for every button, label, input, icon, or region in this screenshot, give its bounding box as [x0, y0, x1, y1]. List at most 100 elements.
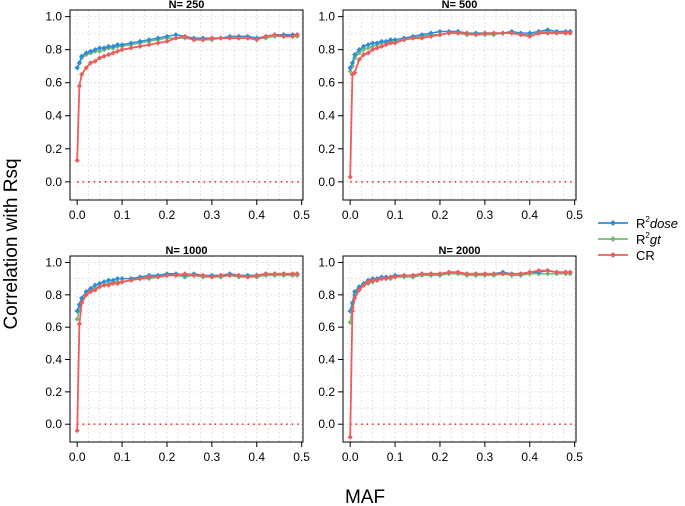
panel-frame: [342, 9, 577, 201]
y-tick-label: 0.2: [318, 385, 335, 399]
panel-frame: [69, 9, 304, 201]
data-point: [114, 280, 121, 287]
data-point: [349, 60, 356, 66]
data-point: [509, 30, 515, 36]
y-tick-label: 0.4: [45, 353, 62, 367]
data-point: [410, 272, 416, 279]
series-line: [349, 29, 571, 69]
data-point: [352, 55, 358, 61]
grid: [70, 256, 303, 442]
data-point: [437, 32, 443, 38]
data-point: [437, 271, 443, 277]
data-point: [74, 428, 80, 434]
data-point: [361, 43, 367, 49]
data-point: [76, 83, 83, 89]
data-point: [137, 38, 143, 44]
y-tick-label: 0.0: [45, 417, 62, 431]
data-point: [263, 271, 269, 277]
y-tick-label: 0.0: [318, 175, 335, 189]
data-point: [294, 271, 300, 277]
legend-swatch-marker: [610, 236, 616, 242]
y-tick-label: 0.8: [45, 43, 62, 57]
data-point: [164, 38, 170, 44]
data-point: [101, 53, 107, 59]
data-point: [281, 33, 287, 40]
x-tick-label: 0.4: [521, 208, 538, 222]
y-tick-label: 0.2: [45, 142, 62, 156]
data-point: [383, 38, 389, 44]
data-point: [387, 37, 394, 43]
data-point: [428, 30, 434, 36]
data-point: [446, 269, 452, 275]
data-point: [79, 71, 85, 78]
x-tick-label: 0.3: [477, 450, 494, 464]
data-point: [272, 271, 278, 277]
panel: N= 1000 0.0 0.1 0.2 0.3 0.4 0.5 0.0 0.2 0.4 0.6 0.8…: [45, 245, 310, 464]
x-tick-label: 0.3: [204, 208, 221, 222]
series-cr: [347, 30, 573, 180]
panels: N= 250 0.0 0.1 0.2 0.3 0.4 0.5 0.0 0.2 0.4 0.6 0.8 1…: [45, 0, 583, 464]
data-point: [401, 37, 407, 43]
data-point: [83, 65, 89, 71]
data-point: [83, 292, 89, 298]
data-point: [209, 35, 215, 41]
x-tick-label: 0.3: [204, 450, 221, 464]
data-point: [97, 55, 103, 61]
data-point: [119, 47, 125, 53]
data-point: [428, 271, 434, 277]
data-point: [128, 277, 134, 283]
x-tick-label: 0.0: [69, 208, 86, 222]
data-point: [290, 271, 296, 277]
data-point: [263, 33, 269, 40]
x-axis-label: MAF: [345, 487, 385, 506]
x-tick-label: 0.2: [159, 450, 176, 464]
data-point: [419, 35, 425, 41]
data-point: [101, 279, 107, 285]
panel-frame: [69, 255, 304, 443]
data-point: [137, 276, 143, 282]
legend-item: R2dose: [598, 215, 678, 231]
data-point: [455, 30, 461, 36]
series-r2gt: [347, 28, 573, 74]
legend-item: CR: [598, 248, 655, 263]
data-point: [218, 35, 224, 41]
series-cr: [74, 271, 300, 434]
data-point: [509, 271, 515, 277]
data-point: [227, 272, 233, 279]
data-point: [128, 45, 134, 51]
data-point: [92, 58, 98, 64]
data-point: [74, 308, 80, 314]
series-line: [349, 269, 571, 438]
data-point: [349, 300, 356, 306]
data-point: [110, 277, 116, 283]
x-tick-label: 0.3: [477, 208, 494, 222]
data-point: [88, 288, 94, 295]
data-point: [272, 32, 278, 38]
data-point: [419, 271, 425, 277]
data-point: [419, 32, 425, 38]
data-point: [155, 274, 161, 280]
x-tick-label: 0.1: [114, 208, 131, 222]
data-point: [88, 48, 94, 54]
data-point: [254, 272, 260, 279]
data-point: [79, 300, 85, 306]
data-point: [446, 30, 452, 36]
data-point: [101, 45, 107, 51]
data-point: [491, 271, 497, 277]
data-point: [567, 269, 573, 275]
data-point: [545, 271, 551, 277]
data-point: [482, 271, 488, 277]
panel: N= 250 0.0 0.1 0.2 0.3 0.4 0.5 0.0 0.2 0.4 0.6 0.8 1…: [45, 0, 310, 222]
x-tick-label: 0.4: [248, 450, 265, 464]
data-point: [352, 288, 358, 295]
data-point: [352, 52, 358, 58]
data-point: [554, 30, 560, 36]
y-tick-label: 0.0: [318, 417, 335, 431]
data-point: [387, 40, 394, 46]
series-cr: [74, 32, 300, 163]
data-point: [464, 30, 470, 36]
y-tick-label: 0.8: [318, 288, 335, 302]
y-tick-label: 1.0: [318, 255, 335, 269]
y-tick-label: 0.8: [45, 288, 62, 302]
panel-title: N= 500: [442, 0, 478, 11]
